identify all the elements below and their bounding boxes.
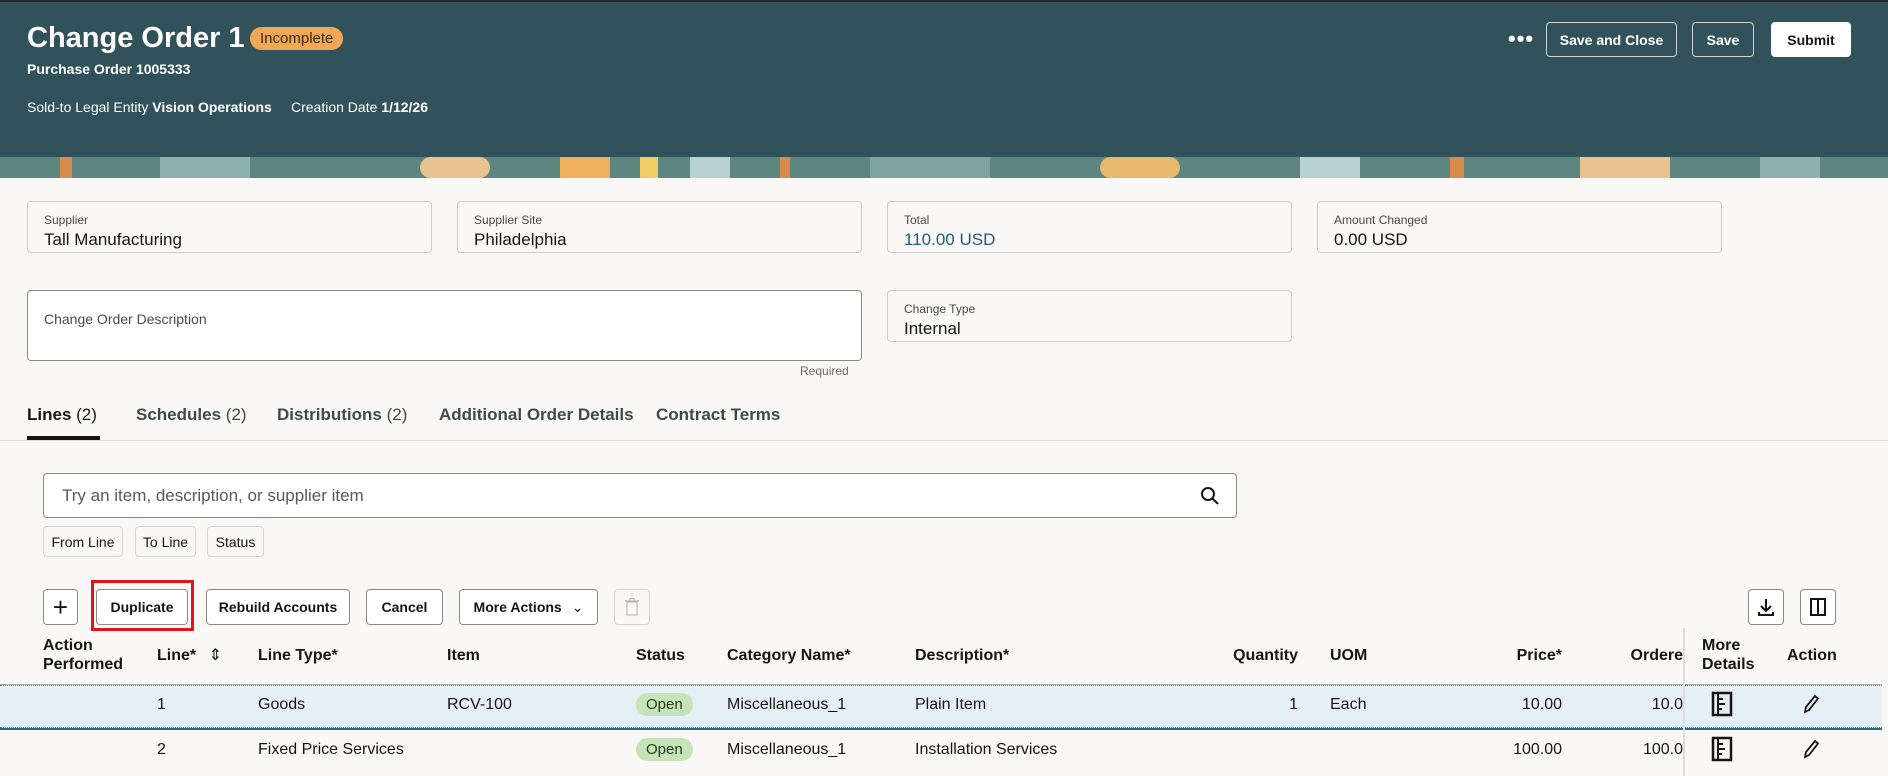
cell-category: Miscellaneous_1 bbox=[727, 696, 847, 713]
tab-contract-terms[interactable]: Contract Terms bbox=[656, 405, 781, 424]
status-badge: Incomplete bbox=[250, 27, 344, 50]
amount-changed-field: Amount Changed 0.00 USD bbox=[1317, 201, 1722, 253]
supplier-field[interactable]: Supplier Tall Manufacturing bbox=[27, 201, 432, 253]
duplicate-button[interactable]: Duplicate bbox=[96, 589, 188, 625]
col-ordered: Ordere bbox=[1630, 647, 1683, 664]
cancel-button[interactable]: Cancel bbox=[366, 589, 443, 625]
tab-distributions[interactable]: Distributions (2) bbox=[277, 405, 408, 424]
supplier-value: Tall Manufacturing bbox=[44, 230, 182, 249]
cell-line: 1 bbox=[157, 696, 166, 713]
change-order-description-input[interactable]: Change Order Description bbox=[27, 290, 862, 361]
col-uom: UOM bbox=[1330, 647, 1368, 664]
decorative-banner bbox=[0, 157, 1888, 178]
highlight-box bbox=[91, 580, 194, 631]
cell-line-type: Goods bbox=[258, 696, 306, 713]
table-row[interactable] bbox=[0, 685, 1882, 728]
col-action-performed: Action Performed bbox=[43, 637, 124, 673]
col-action: Action bbox=[1787, 647, 1837, 664]
more-actions-button[interactable]: More Actions ⌄ bbox=[459, 589, 598, 625]
cell-quantity: 1 bbox=[1289, 696, 1298, 713]
change-type-value: Internal bbox=[904, 319, 961, 338]
description-label: Change Order Description bbox=[44, 311, 207, 327]
cell-category: Miscellaneous_1 bbox=[727, 741, 847, 758]
cell-status: Open bbox=[636, 738, 693, 761]
trash-icon[interactable] bbox=[614, 589, 650, 625]
supplier-site-field[interactable]: Supplier Site Philadelphia bbox=[457, 201, 862, 253]
col-item: Item bbox=[447, 647, 480, 664]
frozen-column-divider bbox=[1683, 628, 1685, 776]
more-details-icon[interactable] bbox=[1711, 736, 1733, 767]
cell-line: 2 bbox=[157, 741, 166, 758]
supplier-label: Supplier bbox=[44, 213, 89, 227]
tab-additional-order-details[interactable]: Additional Order Details bbox=[439, 405, 634, 424]
filter-from-line[interactable]: From Line bbox=[43, 526, 123, 557]
col-more-details: More Details bbox=[1702, 637, 1755, 673]
total-value[interactable]: 110.00 USD bbox=[904, 230, 996, 249]
rebuild-accounts-button[interactable]: Rebuild Accounts bbox=[206, 589, 350, 625]
search-placeholder: Try an item, description, or supplier it… bbox=[62, 485, 364, 505]
save-and-close-button[interactable]: Save and Close bbox=[1546, 22, 1677, 57]
creation-date-label: Creation Date bbox=[291, 99, 378, 115]
cell-description: Installation Services bbox=[915, 741, 1058, 758]
col-price: Price* bbox=[1516, 647, 1562, 664]
legal-entity: Sold-to Legal Entity Vision Operations bbox=[27, 99, 272, 115]
creation-date-value: 1/12/26 bbox=[381, 99, 428, 115]
plus-icon[interactable]: + bbox=[43, 589, 78, 625]
tab-schedules[interactable]: Schedules (2) bbox=[136, 405, 247, 424]
page-title: Change Order 1 bbox=[27, 22, 245, 54]
edit-pencil-icon[interactable] bbox=[1801, 693, 1821, 720]
change-type-label: Change Type bbox=[904, 302, 976, 316]
header-divider bbox=[0, 684, 1882, 685]
purchase-order-number: Purchase Order 1005333 bbox=[27, 61, 191, 77]
page-header bbox=[0, 0, 1888, 157]
divider bbox=[0, 440, 1888, 441]
legal-entity-value: Vision Operations bbox=[152, 99, 272, 115]
legal-entity-label: Sold-to Legal Entity bbox=[27, 99, 149, 115]
ellipsis-icon[interactable]: ••• bbox=[1508, 26, 1535, 51]
col-status: Status bbox=[636, 647, 685, 664]
cell-ordered: 10.0 bbox=[1651, 696, 1683, 713]
cell-item: RCV-100 bbox=[447, 696, 512, 713]
save-button[interactable]: Save bbox=[1692, 22, 1754, 57]
supplier-site-value: Philadelphia bbox=[474, 230, 567, 249]
col-category-name: Category Name* bbox=[727, 647, 851, 664]
cell-status: Open bbox=[636, 693, 693, 716]
row-divider bbox=[0, 728, 1882, 730]
amount-changed-value: 0.00 USD bbox=[1334, 230, 1408, 249]
cell-uom: Each bbox=[1330, 696, 1367, 713]
active-tab-indicator bbox=[27, 436, 100, 440]
filter-to-line[interactable]: To Line bbox=[135, 526, 196, 557]
cell-description: Plain Item bbox=[915, 696, 987, 713]
creation-date: Creation Date 1/12/26 bbox=[291, 99, 428, 115]
sort-icon[interactable]: ⇕ bbox=[208, 647, 222, 664]
required-hint: Required bbox=[800, 364, 849, 378]
more-details-icon[interactable] bbox=[1711, 691, 1733, 722]
col-quantity: Quantity bbox=[1233, 647, 1298, 664]
columns-icon[interactable] bbox=[1800, 589, 1836, 625]
cell-ordered: 100.0 bbox=[1642, 741, 1683, 758]
search-icon[interactable] bbox=[1200, 486, 1220, 506]
submit-button[interactable]: Submit bbox=[1771, 22, 1851, 57]
col-description: Description* bbox=[915, 647, 1010, 664]
search-input[interactable]: Try an item, description, or supplier it… bbox=[43, 473, 1237, 518]
col-line-type: Line Type* bbox=[258, 647, 338, 664]
change-type-field[interactable]: Change Type Internal bbox=[887, 290, 1292, 342]
edit-pencil-icon[interactable] bbox=[1801, 738, 1821, 765]
total-label: Total bbox=[904, 213, 930, 227]
cell-price: 100.00 bbox=[1513, 741, 1562, 758]
cell-price: 10.00 bbox=[1521, 696, 1562, 713]
supplier-site-label: Supplier Site bbox=[474, 213, 543, 227]
chevron-down-icon: ⌄ bbox=[571, 598, 584, 615]
download-icon[interactable] bbox=[1748, 589, 1784, 625]
col-line[interactable]: Line* ⇕ bbox=[157, 647, 222, 664]
total-field: Total 110.00 USD bbox=[887, 201, 1292, 253]
tab-lines[interactable]: Lines (2) bbox=[27, 405, 97, 424]
cell-line-type: Fixed Price Services bbox=[258, 741, 404, 758]
filter-status[interactable]: Status bbox=[207, 526, 264, 557]
amount-changed-label: Amount Changed bbox=[1334, 213, 1428, 227]
